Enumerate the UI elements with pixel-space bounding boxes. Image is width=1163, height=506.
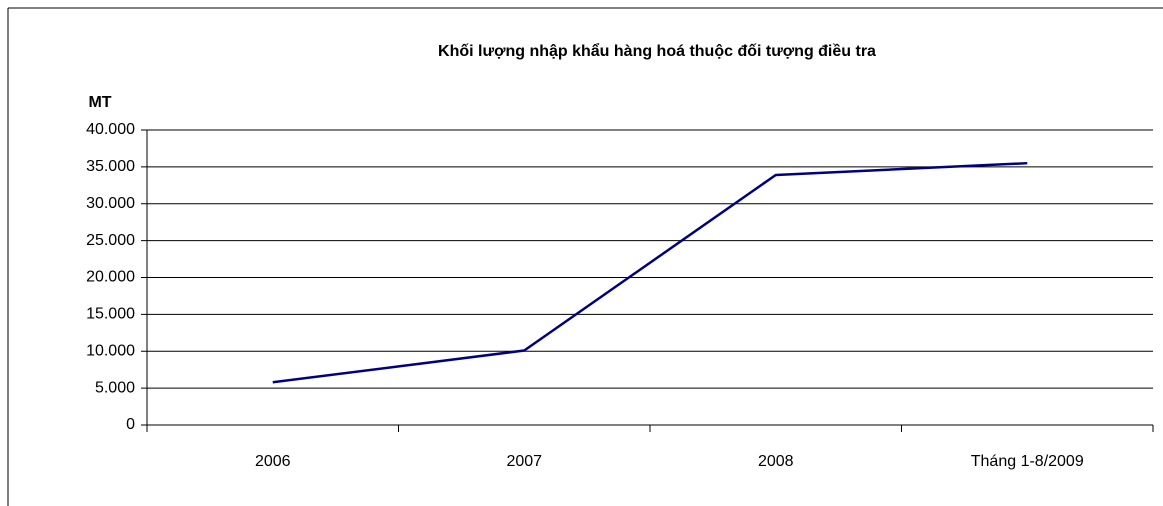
y-tick-label: 15.000 xyxy=(86,306,135,323)
y-tick-label: 0 xyxy=(126,416,135,433)
chart-title: Khối lượng nhập khẩu hàng hoá thuộc đối … xyxy=(438,42,876,60)
y-tick-label: 35.000 xyxy=(86,158,135,175)
x-tick-label: 2006 xyxy=(255,453,291,470)
x-tick-label: Tháng 1-8/2009 xyxy=(971,453,1084,470)
y-tick-label: 10.000 xyxy=(86,342,135,359)
x-tick-label: 2007 xyxy=(506,453,542,470)
y-tick-label: 25.000 xyxy=(86,232,135,249)
x-tick-label: 2008 xyxy=(758,453,794,470)
data-line xyxy=(272,161,1028,384)
y-tick-label: 20.000 xyxy=(86,269,135,286)
y-tick-label: 30.000 xyxy=(86,195,135,212)
y-tick-label: 5.000 xyxy=(95,379,135,396)
y-axis-label: MT xyxy=(88,94,111,111)
y-tick-label: 40.000 xyxy=(86,121,135,138)
